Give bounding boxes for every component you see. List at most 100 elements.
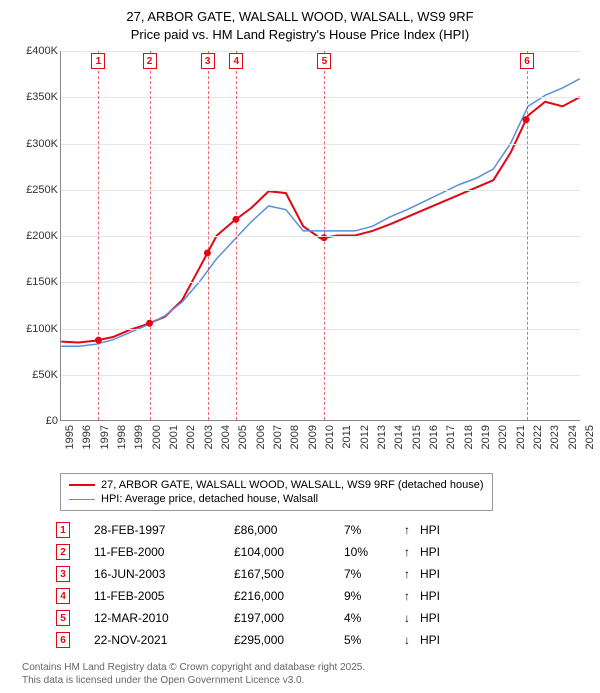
- x-axis-tick: 2003: [203, 425, 215, 449]
- table-row: 622-NOV-2021£295,0005%↓HPI: [56, 629, 590, 651]
- x-axis-tick: 2013: [376, 425, 388, 449]
- series-price_paid: [61, 97, 580, 342]
- arrow-up-icon: ↑: [404, 589, 420, 603]
- x-axis-tick: 2015: [411, 425, 423, 449]
- pct-vs-hpi: 7%: [344, 567, 404, 581]
- footer: Contains HM Land Registry data © Crown c…: [22, 661, 590, 687]
- legend-label: HPI: Average price, detached house, Wals…: [101, 493, 318, 505]
- x-axis-tick: 1999: [133, 425, 145, 449]
- x-axis-tick: 2001: [168, 425, 180, 449]
- title-line-2: Price paid vs. HM Land Registry's House …: [131, 27, 469, 42]
- y-axis-tick: £150K: [26, 276, 58, 288]
- marker-vline: [324, 51, 325, 420]
- chart-marker: 4: [229, 53, 243, 69]
- chart-title: 27, ARBOR GATE, WALSALL WOOD, WALSALL, W…: [10, 8, 590, 43]
- sale-price: £216,000: [234, 589, 344, 603]
- plot-area: 1 2 34 5 6: [60, 51, 580, 421]
- table-row: 1 28-FEB-1997£86,0007%↑HPI: [56, 519, 590, 541]
- x-axis-tick: 2000: [151, 425, 163, 449]
- x-axis-tick: 2022: [532, 425, 544, 449]
- table-row: 5 12-MAR-2010£197,0004%↓HPI: [56, 607, 590, 629]
- sale-price: £295,000: [234, 633, 344, 647]
- marker-vline: [236, 51, 237, 420]
- y-axis-tick: £300K: [26, 138, 58, 150]
- y-axis-tick: £200K: [26, 230, 58, 242]
- pct-vs-hpi: 7%: [344, 523, 404, 537]
- pct-vs-hpi: 9%: [344, 589, 404, 603]
- table-row: 3 16-JUN-2003£167,5007%↑HPI: [56, 563, 590, 585]
- table-row: 411-FEB-2005£216,0009%↑HPI: [56, 585, 590, 607]
- sale-price: £104,000: [234, 545, 344, 559]
- hpi-label: HPI: [420, 523, 460, 537]
- legend-label: 27, ARBOR GATE, WALSALL WOOD, WALSALL, W…: [101, 479, 484, 491]
- x-axis-tick: 2008: [289, 425, 301, 449]
- marker-vline: [527, 51, 528, 420]
- sale-price: £197,000: [234, 611, 344, 625]
- chart-marker: 3: [201, 53, 215, 69]
- chart-marker: 5: [317, 53, 331, 69]
- sale-date: 11-FEB-2000: [94, 545, 234, 559]
- legend-swatch: [69, 499, 95, 500]
- sale-date: 11-FEB-2005: [94, 589, 234, 603]
- footer-line-1: Contains HM Land Registry data © Crown c…: [22, 662, 365, 673]
- row-index: 5: [56, 610, 70, 626]
- legend-swatch: [69, 484, 95, 486]
- series-hpi: [61, 79, 580, 346]
- arrow-up-icon: ↑: [404, 545, 420, 559]
- x-axis-tick: 2011: [341, 425, 353, 449]
- row-index: 3: [56, 566, 70, 582]
- title-line-1: 27, ARBOR GATE, WALSALL WOOD, WALSALL, W…: [126, 9, 473, 24]
- x-axis-tick: 2018: [463, 425, 475, 449]
- hpi-label: HPI: [420, 545, 460, 559]
- sale-point: [523, 116, 530, 123]
- x-axis-tick: 1998: [116, 425, 128, 449]
- hpi-label: HPI: [420, 633, 460, 647]
- x-axis-tick: 2023: [549, 425, 561, 449]
- chart-marker: 1: [91, 53, 105, 69]
- footer-line-2: This data is licensed under the Open Gov…: [22, 675, 304, 686]
- arrow-down-icon: ↓: [404, 611, 420, 625]
- sales-table: 128-FEB-1997£86,0007%↑HPI211-FEB-2000£10…: [56, 519, 590, 651]
- chart-marker: 2: [143, 53, 157, 69]
- x-axis-tick: 2012: [359, 425, 371, 449]
- marker-vline: [208, 51, 209, 420]
- table-row: 211-FEB-2000£104,00010%↑HPI: [56, 541, 590, 563]
- sale-date: 22-NOV-2021: [94, 633, 234, 647]
- row-index: 1: [56, 522, 70, 538]
- x-axis-tick: 2004: [220, 425, 232, 449]
- hpi-label: HPI: [420, 611, 460, 625]
- y-axis-tick: £350K: [26, 91, 58, 103]
- sale-date: 16-JUN-2003: [94, 567, 234, 581]
- x-axis-tick: 1995: [64, 425, 76, 449]
- y-axis-tick: £0: [46, 415, 58, 427]
- marker-vline: [150, 51, 151, 420]
- y-axis-tick: £400K: [26, 45, 58, 57]
- x-axis-tick: 2020: [497, 425, 509, 449]
- y-axis-tick: £100K: [26, 323, 58, 335]
- sale-price: £86,000: [234, 523, 344, 537]
- x-axis-tick: 2021: [515, 425, 527, 449]
- x-axis-tick: 2025: [584, 425, 596, 449]
- hpi-label: HPI: [420, 567, 460, 581]
- arrow-up-icon: ↑: [404, 523, 420, 537]
- legend: 27, ARBOR GATE, WALSALL WOOD, WALSALL, W…: [60, 473, 493, 511]
- x-axis-tick: 2019: [480, 425, 492, 449]
- row-index: 6: [56, 632, 70, 648]
- x-axis-tick: 2007: [272, 425, 284, 449]
- marker-vline: [98, 51, 99, 420]
- x-axis-tick: 1996: [81, 425, 93, 449]
- legend-item-hpi: HPI: Average price, detached house, Wals…: [69, 492, 484, 506]
- pct-vs-hpi: 4%: [344, 611, 404, 625]
- y-axis-tick: £250K: [26, 184, 58, 196]
- y-axis-tick: £50K: [32, 369, 58, 381]
- pct-vs-hpi: 10%: [344, 545, 404, 559]
- x-axis-tick: 2014: [393, 425, 405, 449]
- sale-date: 12-MAR-2010: [94, 611, 234, 625]
- sale-price: £167,500: [234, 567, 344, 581]
- x-axis-tick: 2009: [307, 425, 319, 449]
- pct-vs-hpi: 5%: [344, 633, 404, 647]
- chart-marker: 6: [520, 53, 534, 69]
- arrow-up-icon: ↑: [404, 567, 420, 581]
- sale-date: 28-FEB-1997: [94, 523, 234, 537]
- x-axis-tick: 2017: [445, 425, 457, 449]
